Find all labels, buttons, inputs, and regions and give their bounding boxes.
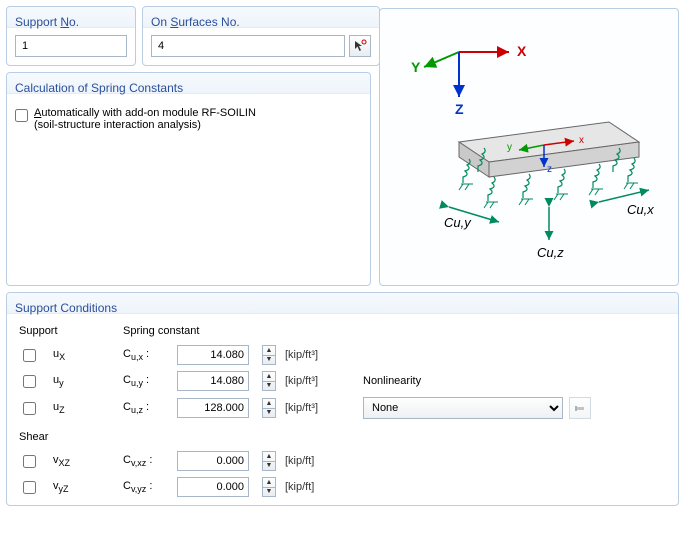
vyz-checkbox[interactable] (23, 481, 36, 494)
vyz-label: vyZ (53, 480, 123, 494)
svg-text:Y: Y (411, 59, 421, 75)
cux-unit: [kip/ft³] (279, 349, 333, 361)
svg-text:Cu,z: Cu,z (537, 245, 564, 260)
nonlinearity-select[interactable]: None (363, 397, 563, 419)
on-surfaces-input[interactable] (151, 35, 345, 57)
uz-checkbox[interactable] (23, 402, 36, 415)
cvyz-spinner[interactable]: ▲▼ (262, 477, 276, 497)
col-support-label: Support (19, 325, 123, 339)
down-icon[interactable]: ▼ (263, 409, 275, 418)
cursor-pick-icon (353, 39, 367, 53)
cvxz-spinner[interactable]: ▲▼ (262, 451, 276, 471)
support-diagram: X Y Z x y z (379, 8, 679, 286)
cvxz-unit: [kip/ft] (279, 455, 333, 467)
svg-text:z: z (547, 164, 552, 175)
cvyz-label: Cv,yz : (123, 480, 177, 494)
up-icon[interactable]: ▲ (263, 478, 275, 488)
cuy-input[interactable] (177, 371, 249, 391)
down-icon[interactable]: ▼ (263, 488, 275, 497)
support-no-label-post: o. (69, 15, 79, 29)
calc-spring-title: Calculation of Spring Constants (15, 79, 362, 101)
up-icon[interactable]: ▲ (263, 399, 275, 409)
support-no-label-u: N (60, 15, 69, 29)
cuy-unit: [kip/ft³] (279, 375, 333, 387)
up-icon[interactable]: ▲ (263, 372, 275, 382)
support-no-label-pre: Support (15, 15, 60, 29)
cux-spinner[interactable]: ▲▼ (262, 345, 276, 365)
auto-soilin-checkbox[interactable] (15, 109, 28, 122)
svg-text:y: y (507, 142, 512, 153)
svg-text:X: X (517, 43, 527, 59)
on-surfaces-label-pre: On (151, 15, 170, 29)
support-conditions-title: Support Conditions (15, 299, 670, 321)
cuz-spinner[interactable]: ▲▼ (262, 398, 276, 418)
uz-label: uZ (53, 401, 123, 415)
svg-text:x: x (579, 135, 584, 146)
col-spring-label: Spring constant (123, 325, 333, 339)
up-icon[interactable]: ▲ (263, 346, 275, 356)
uy-checkbox[interactable] (23, 375, 36, 388)
cuz-unit: [kip/ft³] (279, 402, 333, 414)
on-surfaces-label-post: urfaces No. (178, 15, 239, 29)
down-icon[interactable]: ▼ (263, 382, 275, 391)
support-no-input[interactable] (15, 35, 127, 57)
svg-text:Z: Z (455, 101, 464, 117)
svg-text:Cu,x: Cu,x (627, 202, 654, 217)
svg-text:Cu,y: Cu,y (444, 215, 472, 230)
vxz-checkbox[interactable] (23, 455, 36, 468)
edit-icon (574, 402, 586, 414)
cux-label: Cu,x : (123, 348, 177, 362)
cvxz-input[interactable] (177, 451, 249, 471)
cuz-label: Cu,z : (123, 401, 177, 415)
nonlinearity-edit-button (569, 397, 591, 419)
cuy-label: Cu,y : (123, 374, 177, 388)
auto-soilin-label: Automatically with add-on module RF-SOIL… (34, 107, 256, 131)
uy-label: uy (53, 374, 123, 388)
cvxz-label: Cv,xz : (123, 454, 177, 468)
down-icon[interactable]: ▼ (263, 356, 275, 365)
ux-label: uX (53, 348, 123, 362)
ux-checkbox[interactable] (23, 349, 36, 362)
cuy-spinner[interactable]: ▲▼ (262, 371, 276, 391)
up-icon[interactable]: ▲ (263, 452, 275, 462)
cuz-input[interactable] (177, 398, 249, 418)
cux-input[interactable] (177, 345, 249, 365)
cvyz-unit: [kip/ft] (279, 481, 333, 493)
down-icon[interactable]: ▼ (263, 462, 275, 471)
shear-label: Shear (19, 425, 666, 445)
auto-soilin-checkbox-row[interactable]: Automatically with add-on module RF-SOIL… (15, 105, 362, 133)
cvyz-input[interactable] (177, 477, 249, 497)
nonlinearity-label: Nonlinearity (363, 375, 666, 387)
vxz-label: vXZ (53, 454, 123, 468)
pick-surfaces-button[interactable] (349, 35, 371, 57)
